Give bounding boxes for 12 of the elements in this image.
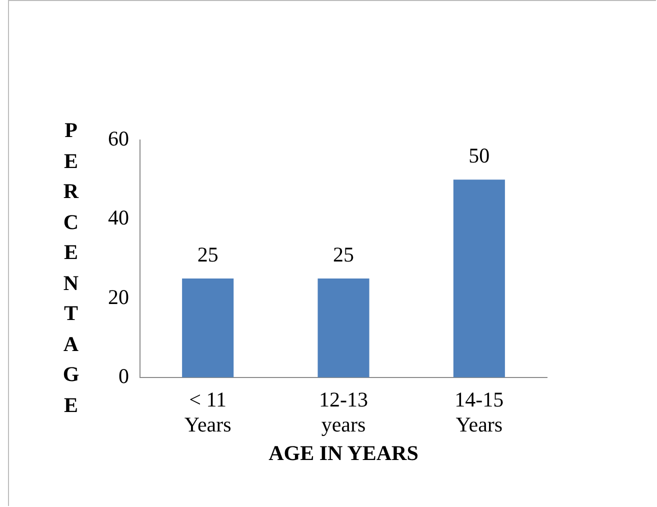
y-tick-label: 20 [108,284,129,309]
data-label: 25 [197,242,218,266]
x-tick-label: < 11 Years [184,388,232,437]
y-tick-label: 60 [108,126,129,151]
data-label: 25 [333,242,354,266]
data-label: 50 [468,144,490,168]
text: PERCENTAGE [62,118,80,416]
x-tick-label: 12-13 years [319,388,368,437]
y-tick-label: 0 [118,364,129,388]
x-tick-label: 14-15 Years [454,388,504,437]
x-axis-title: AGE IN YEARS [268,440,418,465]
y-tick-label: 40 [108,206,129,230]
